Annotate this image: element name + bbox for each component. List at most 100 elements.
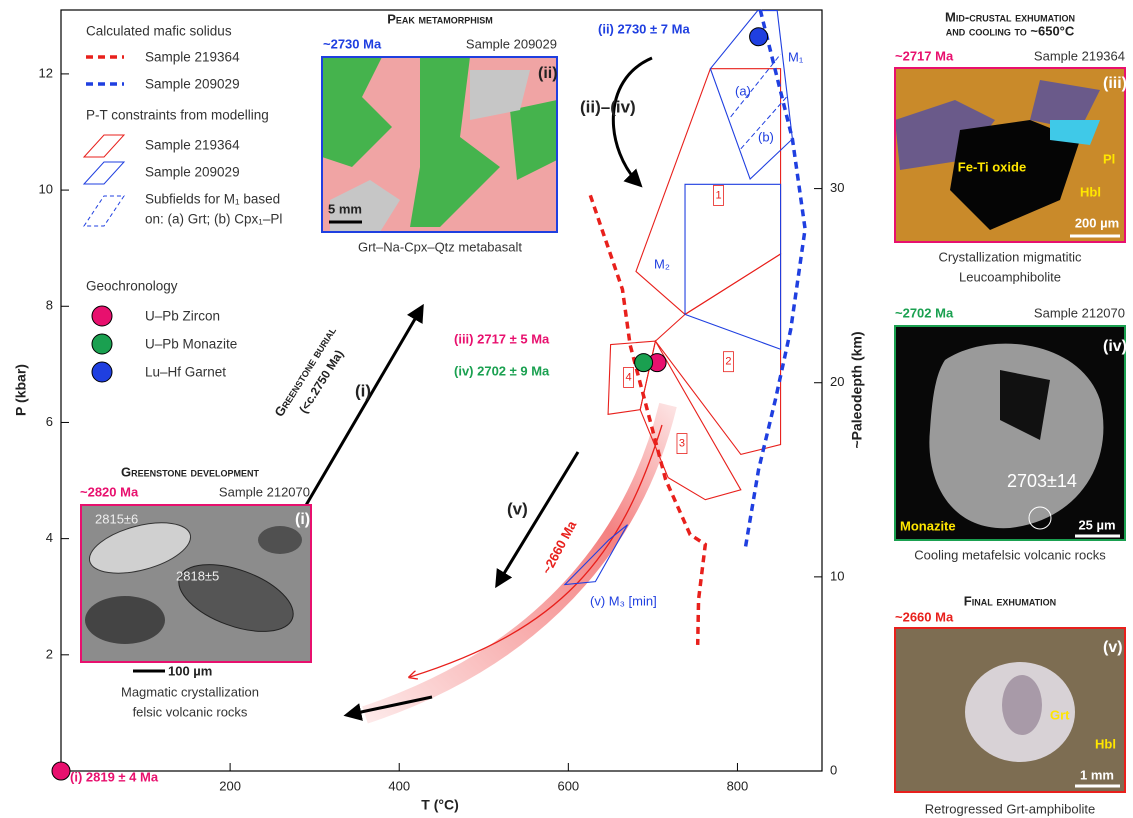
mineral-label: Hbl	[1080, 184, 1101, 199]
inset-title: and cooling to ~650°C	[946, 23, 1075, 38]
scale-label: 100 µm	[168, 663, 212, 678]
age-label: (ii) 2730 ± 7 Ma	[598, 21, 690, 36]
age-label: (i) 2819 ± 4 Ma	[70, 769, 159, 784]
inset-age: ~2730 Ma	[323, 36, 382, 51]
inset-age: ~2660 Ma	[895, 609, 954, 624]
chart: T (°C) P (kbar) ~Paleodepth (km) Calcula…	[0, 0, 1133, 818]
field-label: (a)	[735, 83, 751, 98]
mineral-label: Hbl	[1095, 736, 1116, 751]
legend-swatch	[84, 162, 124, 184]
field-label: 4	[626, 371, 632, 383]
inset-title: Mid-crustal exhumation	[945, 9, 1075, 24]
y2-axis-label: ~Paleodepth (km)	[849, 331, 865, 448]
scale-label: 1 mm	[1080, 767, 1114, 782]
inset-image	[81, 505, 311, 671]
y-tick-label: 10	[39, 182, 53, 197]
y-tick-label: 8	[46, 298, 53, 313]
inset-sample: Sample 219364	[1034, 48, 1125, 63]
x-tick-label: 600	[557, 778, 579, 793]
mineral-label: Monazite	[900, 518, 956, 533]
legend-label: Subfields for M₁ based	[145, 192, 280, 207]
inset-caption: Magmatic crystallization	[121, 684, 259, 699]
y2-tick-label: 10	[830, 568, 844, 583]
point	[635, 354, 653, 372]
y-tick-label: 4	[46, 530, 53, 545]
x-tick-label: 400	[388, 778, 410, 793]
path-label: (ii)–(iv)	[580, 97, 636, 116]
legend-label: U–Pb Monazite	[145, 337, 237, 352]
inset-title: Peak metamorphism	[387, 11, 493, 26]
field-label: 3	[679, 438, 685, 450]
inset-caption: felsic volcanic rocks	[133, 704, 248, 719]
path-label: (v)	[507, 499, 528, 518]
inset-age: ~2820 Ma	[80, 484, 139, 499]
age-label: (iii) 2717 ± 5 Ma	[454, 331, 550, 346]
y2-tick-label: 30	[830, 180, 844, 195]
legend-label: U–Pb Zircon	[145, 309, 220, 324]
pt-field	[655, 254, 780, 454]
solidus-line	[745, 10, 805, 550]
pt-field	[685, 184, 781, 349]
inset-caption: Cooling metafelsic volcanic rocks	[914, 547, 1106, 562]
field-label: M₁	[788, 49, 804, 64]
legend-icon	[84, 196, 124, 226]
y-tick-label: 6	[46, 414, 53, 429]
legend-title: Calculated mafic solidus	[86, 24, 232, 39]
scale-label: 200 µm	[1075, 215, 1119, 230]
legend-swatch	[92, 334, 112, 354]
inset-age: ~2702 Ma	[895, 305, 954, 320]
field-label: 2	[725, 356, 731, 368]
point	[750, 28, 768, 46]
inset-caption: Retrogressed Grt-amphibolite	[925, 801, 1096, 816]
point	[52, 762, 70, 780]
inset-tag: (iv)	[1103, 338, 1127, 355]
field-label: (b)	[758, 129, 774, 144]
scale-label: 5 mm	[328, 201, 362, 216]
age-label: (iv) 2702 ± 9 Ma	[454, 363, 550, 378]
y-axis-label: P (kbar)	[13, 364, 29, 416]
inset-tag: (i)	[295, 511, 310, 528]
legend-label: on: (a) Grt; (b) Cpx₁–Pl	[145, 212, 282, 227]
inset-title: Final exhumation	[964, 593, 1056, 608]
legend-label: Sample 209029	[145, 77, 240, 92]
inset-sample: Sample 212070	[219, 484, 310, 499]
legend-title: P-T constraints from modelling	[86, 108, 269, 123]
mineral-label: Grt	[1050, 707, 1070, 722]
field-label: M₂	[654, 256, 670, 271]
pt-field	[636, 69, 781, 315]
inset-tag: (v)	[1103, 639, 1123, 656]
y2-tick-label: 20	[830, 374, 844, 389]
grain-label: 2815±6	[95, 511, 138, 526]
legend-title: Geochronology	[86, 279, 178, 294]
y2-tick-label: 0	[830, 762, 837, 777]
inset-tag: (ii)	[538, 65, 558, 82]
field-label: (v) M₃ [min]	[590, 593, 657, 608]
x-tick-label: 800	[727, 778, 749, 793]
inset-sample: Sample 209029	[466, 36, 557, 51]
inset-caption: Crystallization migmatitic	[938, 249, 1082, 264]
grain-label: 2703±14	[1007, 471, 1077, 491]
exhumation-arrow	[410, 425, 662, 677]
x-tick-label: 200	[219, 778, 241, 793]
peak-arrow	[613, 58, 652, 185]
y-tick-label: 12	[39, 65, 53, 80]
grain-label: 2818±5	[176, 568, 219, 583]
legend-label: Sample 219364	[145, 138, 240, 153]
legend-label: Sample 219364	[145, 50, 240, 65]
exhumation-band	[365, 405, 668, 715]
inset-age: ~2717 Ma	[895, 48, 954, 63]
y-tick-label: 2	[46, 646, 53, 661]
field-label: 1	[715, 189, 721, 201]
legend-swatch	[84, 135, 124, 157]
inset-title: Greenstone development	[121, 464, 260, 479]
inset-image	[895, 326, 1125, 540]
inset-caption: Leucoamphibolite	[959, 269, 1061, 284]
x-axis-label: T (°C)	[421, 797, 458, 813]
scale-label: 25 µm	[1078, 517, 1115, 532]
legend-swatch	[92, 306, 112, 326]
legend-swatch	[92, 362, 112, 382]
inset-caption: Grt–Na-Cpx–Qtz metabasalt	[358, 239, 522, 254]
solidus-line	[590, 195, 705, 645]
mineral-label: Fe-Ti oxide	[958, 159, 1026, 174]
legend-label: Sample 209029	[145, 165, 240, 180]
